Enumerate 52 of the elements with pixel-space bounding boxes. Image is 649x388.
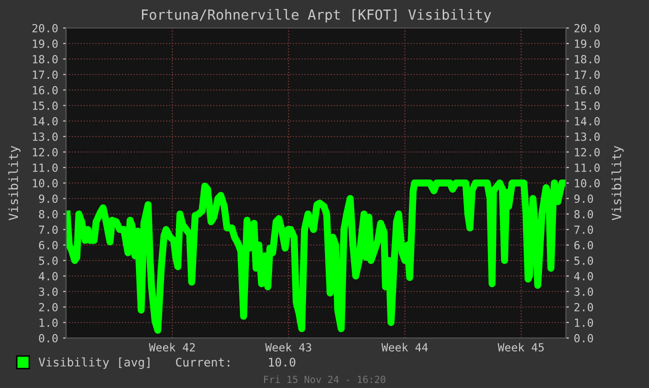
y-tick-label: 11.0: [32, 164, 58, 172]
y-tick-label: 5.0: [39, 256, 58, 265]
y2-tick-label: 12.0: [574, 148, 600, 156]
y2-tick-label: 11.0: [574, 164, 600, 172]
x-tick-label: Week 43: [265, 342, 312, 352]
y-tick-label: 2.0: [39, 303, 58, 312]
y2-tick-label: 4.0: [574, 272, 593, 280]
y-tick-label: 3.0: [39, 288, 58, 296]
y2-tick-label: 3.0: [574, 288, 593, 296]
y-tick-label: 19.0: [32, 40, 58, 48]
y2-tick-label: 0.0: [574, 334, 593, 342]
y2-tick-label: 9.0: [574, 194, 593, 203]
y-tick-label: 12.0: [32, 148, 58, 156]
y2-tick-label: 20.0: [574, 24, 600, 32]
y2-tick-label: 7.0: [574, 226, 593, 234]
y2-tick-label: 19.0: [574, 40, 600, 48]
text: Fri 15 Nov 24 - 16:20: [264, 376, 386, 384]
y-tick-label: 14.0: [32, 117, 58, 126]
y2-tick-label: 1.0: [574, 318, 593, 327]
text: Current: 10.0: [176, 358, 296, 367]
y-axis-title: Visibility: [8, 146, 20, 220]
y-tick-label: 13.0: [32, 132, 58, 141]
y-tick-label: 6.0: [39, 241, 58, 250]
y-tick-label: 4.0: [38, 272, 58, 280]
y2-tick-label: 6.0: [574, 241, 593, 250]
y-tick-label: 17.0: [32, 70, 58, 79]
y2-axis-title: Visibility: [612, 146, 624, 220]
y2-tick-label: 16.0: [574, 86, 600, 94]
y-tick-label: 0.0: [39, 334, 58, 342]
y2-tick-label: 13.0: [574, 132, 600, 141]
y-tick-label: 16.0: [32, 86, 58, 94]
x-tick-label: Week 42: [148, 342, 195, 352]
y-tick-label: 20.0: [32, 24, 58, 32]
y2-tick-label: 2.0: [574, 303, 593, 312]
x-tick-label: Week 45: [498, 342, 544, 352]
y2-tick-label: 8.0: [574, 210, 593, 218]
y2-tick-label: 10.0: [574, 179, 600, 188]
y2-tick-label: 5.0: [574, 256, 593, 265]
y-tick-label: 10.0: [32, 179, 58, 188]
x-tick-label: Week 44: [381, 342, 428, 352]
y2-tick-label: 17.0: [574, 70, 600, 79]
y-tick-label: 9.0: [38, 194, 58, 203]
y2-tick-label: 15.0: [574, 102, 600, 110]
y-tick-label: 1.0: [40, 318, 58, 327]
legend-label: Visibility [avg]: [38, 357, 150, 369]
y2-tick-label: 14.0: [574, 117, 600, 126]
y-tick-label: 18.0: [32, 55, 58, 64]
y-tick-label: 7.0: [39, 226, 58, 234]
y-tick-label: 15.0: [32, 102, 58, 110]
chart-title: Fortuna/Rohnerville Arpt [KFOT] Visibility: [142, 9, 492, 23]
y-tick-label: 8.0: [39, 210, 58, 218]
y2-tick-label: 18.0: [574, 55, 600, 64]
